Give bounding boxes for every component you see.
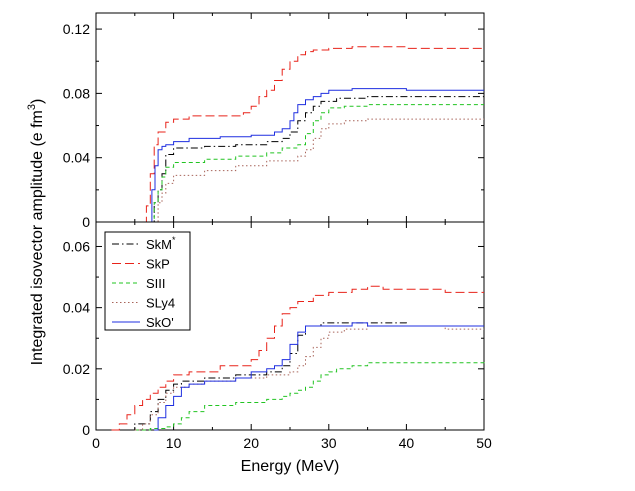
plot-frame (95, 12, 485, 223)
series-line-sly4-top (150, 118, 484, 223)
x-tick-label: 10 (166, 435, 182, 451)
legend-box (104, 231, 191, 331)
y-axis-title-superscript: 3 (26, 104, 38, 110)
y-axis-title-close: ) (29, 99, 46, 104)
y-tick-label: 0.08 (63, 85, 90, 101)
series-line-skm-bottom (115, 322, 484, 431)
y-tick-label: 0.12 (63, 21, 90, 37)
legend-label: SkM* (146, 235, 176, 252)
series-line-siii-top (150, 104, 484, 223)
legend-label-text: SLy4 (146, 296, 175, 311)
legend-label: SkO' (146, 315, 174, 330)
y-tick-label: 0.06 (63, 238, 90, 254)
legend-label-text: SkO' (146, 315, 174, 330)
y-tick-label: 0 (82, 422, 90, 438)
y-tick-label: 0.02 (63, 361, 90, 377)
legend: SkM* SkP SIII SLy4 SkO' (104, 231, 191, 331)
y-axis-title-main: Integrated isovector amplitude (e fm (29, 110, 46, 365)
series-line-sly4-bottom (134, 325, 484, 431)
series-line-skp-top (142, 46, 484, 223)
legend-label: SkP (146, 257, 170, 272)
x-axis-title: Energy (MeV) (241, 458, 340, 475)
legend-label: SIII (146, 276, 166, 291)
series-line-sko-bottom (154, 322, 484, 431)
series-line-siii-bottom (134, 362, 485, 431)
top-panel: 0 0.04 0.08 0.12 (63, 12, 485, 230)
legend-label-text: SkP (146, 257, 170, 272)
x-tick-label: 20 (243, 435, 259, 451)
series-line-sko-top (148, 88, 484, 223)
x-tick-label: 50 (476, 435, 492, 451)
series-line-skp-bottom (111, 285, 484, 431)
y-tick-label: 0.04 (63, 300, 90, 316)
x-tick-label: 30 (321, 435, 337, 451)
x-tick-label: 40 (399, 435, 415, 451)
bottom-panel: 0 10 20 30 40 50 0 0.02 0.04 0.06 (63, 221, 492, 451)
legend-label-text: SkM (146, 237, 172, 252)
y-axis-title: Integrated isovector amplitude (e fm3) (26, 99, 46, 366)
y-tick-label: 0.04 (63, 150, 90, 166)
legend-label-superscript: * (172, 235, 176, 245)
series-line-skm-top (148, 96, 484, 223)
x-tick-label: 0 (92, 435, 100, 451)
y-tick-label: 0 (82, 214, 90, 230)
legend-label-text: SIII (146, 276, 166, 291)
legend-label: SLy4 (146, 296, 175, 311)
